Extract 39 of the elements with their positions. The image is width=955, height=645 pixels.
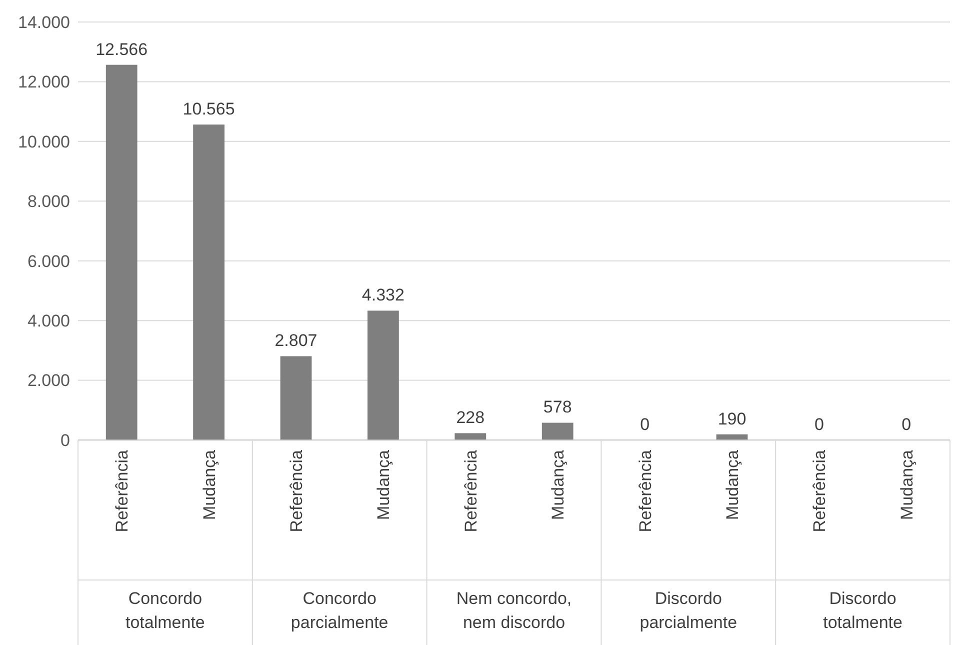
- data-label: 4.332: [362, 286, 404, 305]
- data-label: 12.566: [96, 40, 148, 59]
- bar: [280, 356, 312, 440]
- bar: [368, 310, 399, 440]
- x-tick-label: Mudança: [897, 449, 916, 520]
- x-tick-label: Referência: [461, 449, 480, 532]
- data-label: 0: [814, 415, 824, 434]
- y-tick-label: 2.000: [27, 371, 70, 390]
- data-label: 0: [640, 415, 650, 434]
- x-tick-label: Mudança: [722, 449, 742, 520]
- data-label: 0: [902, 415, 912, 434]
- text: Discordo totalmente: [823, 589, 902, 632]
- x-tick-label: Mudança: [200, 449, 219, 520]
- x-tick-label: Mudança: [374, 449, 394, 520]
- x-tick-label: Referência: [636, 449, 655, 532]
- y-tick-label: 12.000: [18, 72, 70, 92]
- bar: [454, 433, 486, 440]
- y-tick-label: 14.000: [18, 12, 70, 32]
- text: Discordo parcialmente: [640, 589, 738, 632]
- x-tick-label: Referência: [810, 449, 830, 532]
- y-tick-label: 0: [60, 430, 70, 450]
- data-label: 2.807: [274, 331, 318, 350]
- y-tick-label: 4.000: [27, 312, 70, 331]
- y-tick-label: 10.000: [18, 132, 70, 152]
- data-label: 10.565: [182, 100, 235, 119]
- x-tick-label: Mudança: [548, 449, 568, 520]
- bar: [542, 422, 574, 440]
- x-tick-label: Referência: [286, 449, 306, 532]
- data-label: 578: [543, 398, 572, 417]
- text: Concordo totalmente: [126, 589, 205, 632]
- bar: [193, 124, 224, 440]
- y-tick-label: 6.000: [27, 252, 70, 271]
- bar: [106, 64, 138, 440]
- data-label: 228: [456, 408, 485, 428]
- data-label: 190: [718, 409, 746, 428]
- y-tick-label: 8.000: [27, 192, 70, 212]
- x-tick-label: Referência: [112, 449, 132, 532]
- text: Nem concordo, nem discordo: [456, 589, 572, 632]
- text: Concordo parcialmente: [290, 589, 388, 632]
